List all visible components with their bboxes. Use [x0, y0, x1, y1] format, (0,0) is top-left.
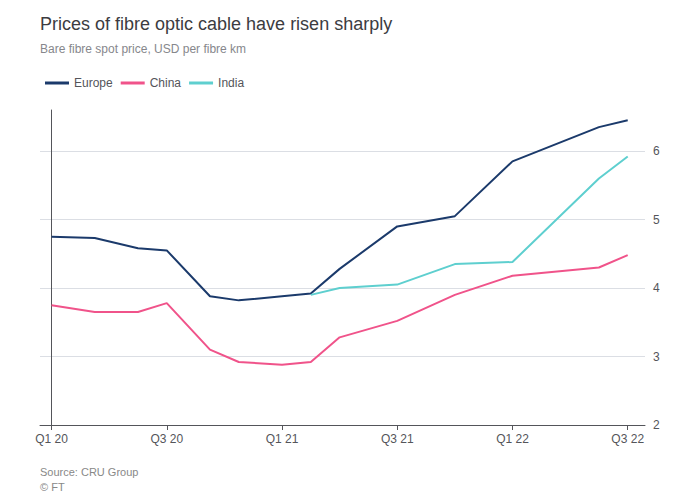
svg-text:2: 2 [653, 418, 660, 432]
svg-text:Prices of fibre optic cable ha: Prices of fibre optic cable have risen s… [40, 14, 392, 34]
svg-text:3: 3 [653, 350, 660, 364]
svg-text:5: 5 [653, 213, 660, 227]
svg-text:China: China [150, 76, 182, 90]
svg-text:India: India [218, 76, 244, 90]
svg-text:Source: CRU Group: Source: CRU Group [40, 466, 138, 478]
svg-text:Q1 22: Q1 22 [496, 432, 529, 446]
svg-text:Q3 22: Q3 22 [611, 432, 644, 446]
svg-text:Q3 21: Q3 21 [381, 432, 414, 446]
svg-text:© FT: © FT [40, 481, 65, 493]
svg-text:Europe: Europe [74, 76, 113, 90]
svg-text:6: 6 [653, 144, 660, 158]
svg-text:Q1 20: Q1 20 [35, 432, 68, 446]
svg-text:Q1 21: Q1 21 [266, 432, 299, 446]
svg-text:4: 4 [653, 281, 660, 295]
svg-text:Bare fibre spot price, USD per: Bare fibre spot price, USD per fibre km [40, 42, 246, 56]
svg-text:Q3 20: Q3 20 [150, 432, 183, 446]
